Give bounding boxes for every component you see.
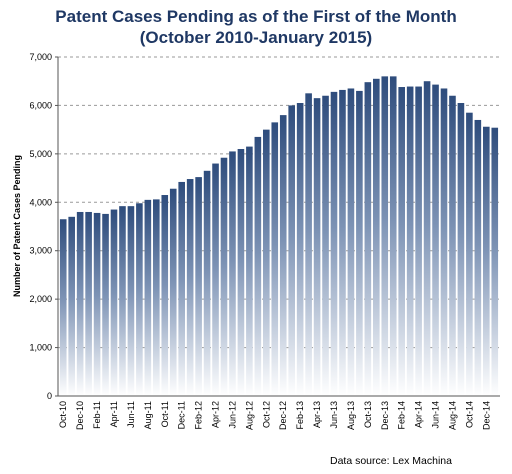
- bar: [305, 93, 312, 396]
- bar: [212, 164, 219, 396]
- bar: [77, 212, 84, 396]
- bar: [441, 88, 448, 396]
- x-tick-label: Dec-14: [481, 401, 491, 430]
- x-tick-label: Oct-13: [363, 401, 373, 428]
- x-tick-label: Oct-11: [160, 401, 170, 427]
- x-tick-label: Dec-12: [278, 401, 288, 430]
- bar: [365, 82, 372, 396]
- x-tick-label: Dec-10: [75, 401, 85, 430]
- bar: [161, 195, 168, 396]
- x-tick-label: Aug-12: [244, 401, 254, 430]
- bar: [297, 103, 304, 396]
- bar: [381, 76, 388, 396]
- x-tick-label: Dec-11: [177, 401, 187, 429]
- bar: [458, 103, 465, 396]
- bar: [145, 200, 152, 396]
- bar: [339, 90, 346, 396]
- bar: [373, 79, 380, 396]
- bar: [356, 91, 363, 396]
- y-tick-labels: 0 1,000 2,000 3,000 4,000 5,000 6,000 7,000: [29, 52, 52, 401]
- x-tick-label: Feb-14: [397, 401, 407, 430]
- y-axis-title: Number of Patent Cases Pending: [12, 155, 22, 297]
- bar: [94, 213, 101, 396]
- bar: [238, 149, 245, 396]
- bar: [322, 96, 329, 396]
- bar: [153, 199, 160, 396]
- bar: [204, 171, 211, 396]
- bar: [288, 105, 295, 396]
- bar: [221, 158, 228, 396]
- bar: [390, 76, 397, 396]
- y-tick-label: 0: [47, 391, 52, 401]
- bar: [424, 81, 431, 396]
- x-tick-label: Aug-11: [143, 401, 153, 429]
- bar: [466, 113, 473, 396]
- bar: [255, 137, 262, 396]
- y-tick-label: 5,000: [29, 149, 52, 159]
- x-tick-label: Oct-10: [58, 401, 68, 428]
- bar: [271, 122, 278, 396]
- bar: [449, 96, 456, 396]
- x-tick-label: Apr-14: [414, 401, 424, 428]
- x-tick-label: Feb-13: [295, 401, 305, 430]
- bar: [102, 214, 109, 396]
- data-source-note: Data source: Lex Machina: [330, 455, 452, 467]
- x-tick-label: Apr-12: [211, 401, 221, 428]
- x-tick-label: Jun-14: [431, 401, 441, 429]
- x-tick-label: Aug-13: [346, 401, 356, 430]
- bar: [187, 179, 194, 396]
- bar: [407, 87, 414, 396]
- bar: [229, 151, 236, 396]
- x-tick-label: Oct-12: [261, 401, 271, 428]
- bar: [415, 87, 422, 396]
- bar: [136, 203, 143, 396]
- bar: [195, 177, 202, 396]
- y-tick-label: 2,000: [29, 294, 52, 304]
- x-tick-labels: Oct-10 Dec-10 Feb-11 Apr-11 Jun-11 Aug-11 Oct-…: [58, 401, 491, 430]
- bar: [331, 92, 338, 396]
- bar: [280, 115, 287, 396]
- bar: [475, 120, 482, 396]
- bar: [348, 88, 355, 396]
- bar: [85, 212, 92, 396]
- bar: [170, 189, 177, 396]
- x-tick-label: Jun-12: [227, 401, 237, 429]
- bar: [398, 87, 405, 396]
- bar: [128, 206, 135, 396]
- x-tick-label: Apr-11: [109, 401, 119, 427]
- x-tick-label: Jun-13: [329, 401, 339, 429]
- y-tick-label: 7,000: [29, 52, 52, 62]
- bar: [178, 182, 185, 396]
- x-tick-label: Apr-13: [312, 401, 322, 428]
- bars: [60, 76, 498, 396]
- y-tick-label: 1,000: [29, 343, 52, 353]
- x-tick-label: Oct-14: [464, 401, 474, 428]
- bar: [263, 130, 270, 396]
- bar: [68, 217, 75, 396]
- x-tick-label: Feb-12: [194, 401, 204, 430]
- y-tick-label: 4,000: [29, 197, 52, 207]
- y-tick-label: 3,000: [29, 246, 52, 256]
- x-tick-label: Aug-14: [447, 401, 457, 430]
- y-tick-label: 6,000: [29, 100, 52, 110]
- bar: [483, 127, 490, 396]
- bar: [432, 85, 439, 396]
- x-tick-label: Feb-11: [92, 401, 102, 429]
- bar: [314, 98, 321, 396]
- x-tick-label: Jun-11: [126, 401, 136, 428]
- bar: [246, 147, 253, 396]
- bar: [60, 219, 67, 396]
- x-tick-label: Dec-13: [380, 401, 390, 430]
- bar: [119, 206, 126, 396]
- bar: [491, 128, 498, 396]
- bar: [111, 210, 118, 396]
